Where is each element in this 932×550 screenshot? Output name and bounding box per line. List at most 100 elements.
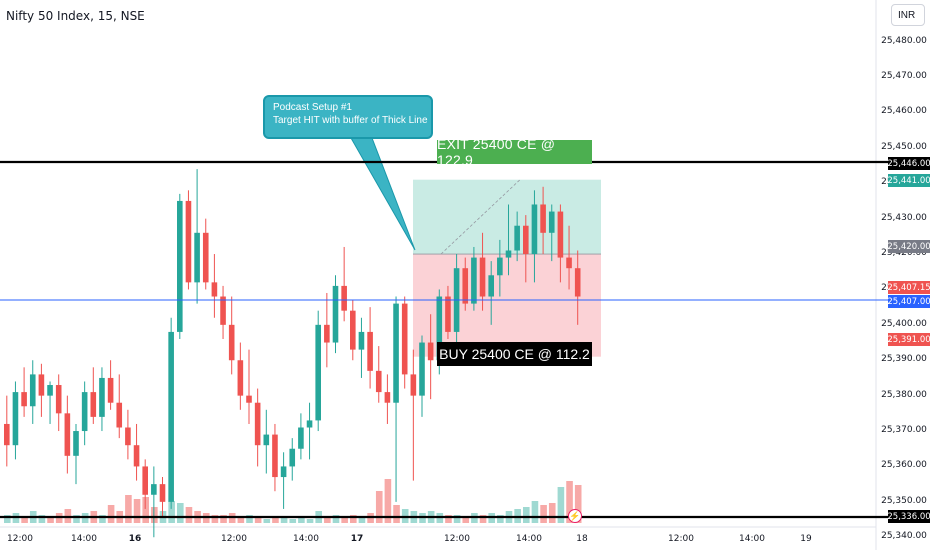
candle-body	[90, 392, 97, 417]
candle-body	[99, 377, 105, 417]
volume-bar	[350, 515, 357, 523]
volume-bar	[574, 485, 582, 523]
lightning-icon[interactable]: ⚡	[568, 509, 582, 523]
candle-body	[332, 285, 339, 343]
volume-bar	[393, 505, 400, 523]
volume-bar	[133, 499, 141, 523]
volume-bar	[272, 517, 279, 523]
volume-bar	[211, 515, 219, 523]
profit-zone	[413, 179, 601, 255]
candle-body	[4, 423, 10, 446]
price-tick-label: 25,450.00	[881, 141, 927, 152]
candle-body	[55, 385, 62, 414]
volume-bar	[462, 517, 470, 523]
price-tag-top-line: 25,446.00	[887, 157, 931, 170]
volume-bar	[540, 505, 547, 523]
currency-selector[interactable]: INR	[891, 4, 925, 26]
candle-body	[81, 392, 88, 432]
candle-body	[168, 331, 174, 502]
candle-body	[263, 434, 270, 446]
time-tick-label: 19	[800, 534, 812, 544]
price-tick-label: 25,470.00	[881, 71, 927, 82]
volume-bar	[254, 517, 262, 523]
volume-bar	[445, 515, 452, 523]
price-tick-label: 25,390.00	[881, 354, 927, 365]
candle-body	[548, 211, 555, 233]
price-tag-last: 25,407.15	[887, 281, 931, 294]
candle-body	[73, 431, 79, 456]
time-tick-label: 18	[576, 534, 588, 544]
volume-bar	[497, 515, 504, 523]
volume-bar	[237, 517, 245, 523]
candle-body	[64, 413, 71, 456]
price-tick-label: 25,350.00	[881, 495, 927, 506]
candle-body	[29, 374, 36, 407]
time-tick-label: 12:00	[444, 534, 470, 544]
candle-body	[324, 324, 330, 343]
volume-bar	[306, 519, 314, 523]
callout-note[interactable]: Podcast Setup #1 Target HIT with buffer …	[263, 95, 433, 139]
candle-body	[410, 374, 417, 396]
position-path-line	[440, 179, 521, 255]
candle-body	[116, 402, 123, 428]
candle-body	[142, 466, 148, 495]
candle-body	[280, 466, 287, 478]
volume-bar	[531, 501, 539, 523]
candle-body	[350, 310, 356, 350]
candle-body	[107, 377, 114, 403]
price-tick-label: 25,400.00	[881, 318, 927, 329]
volume-bar	[289, 519, 297, 523]
candle-body	[471, 257, 477, 304]
volume-bar	[341, 517, 348, 523]
candle-body	[315, 324, 321, 421]
candle-body	[574, 268, 581, 297]
candle-body	[159, 484, 166, 502]
callout-line-1: Podcast Setup #1	[273, 102, 352, 113]
time-tick-label: 14:00	[293, 534, 319, 544]
candle-body	[237, 360, 244, 396]
volume-bar	[479, 515, 487, 523]
candle-body	[401, 303, 408, 375]
volume-bar	[453, 515, 461, 523]
volume-bar	[220, 515, 227, 523]
time-tick-label: 12:00	[221, 534, 247, 544]
candle-body	[557, 211, 564, 258]
candle-body	[254, 402, 261, 446]
price-tick-label: 25,480.00	[881, 35, 927, 46]
candle-body	[540, 204, 546, 233]
candle-body	[246, 395, 252, 403]
volume-bar	[142, 497, 149, 523]
candle-body	[211, 282, 218, 297]
volume-bar	[107, 505, 115, 523]
candle-body	[479, 257, 486, 297]
volume-bar	[566, 481, 573, 523]
candle-body	[185, 200, 192, 283]
volume-bar	[298, 517, 305, 523]
candle-body	[228, 324, 235, 361]
volume-bar	[21, 517, 28, 523]
volume-bar	[280, 517, 288, 523]
volume-bar	[263, 519, 271, 523]
candle-body	[497, 257, 503, 276]
candle-body	[341, 285, 347, 311]
candle-body	[445, 296, 451, 332]
candle-body	[272, 434, 278, 478]
candle-body	[47, 385, 53, 396]
price-tag-target: 25,441.00	[887, 174, 931, 187]
price-tick-label: 25,370.00	[881, 425, 927, 436]
candle-body	[358, 331, 365, 350]
volume-bar	[73, 515, 80, 523]
candle-body	[419, 342, 425, 396]
loss-zone	[413, 254, 601, 357]
volume-bar	[548, 503, 556, 523]
price-tag-bottom-line: 25,336.00	[887, 510, 931, 523]
candle-body	[436, 296, 443, 361]
candle-body	[488, 275, 494, 297]
candle-body	[566, 257, 572, 269]
candle-body	[298, 427, 304, 449]
callout-pointer	[350, 137, 416, 251]
volume-bar	[125, 495, 132, 523]
candle-body	[38, 374, 45, 396]
